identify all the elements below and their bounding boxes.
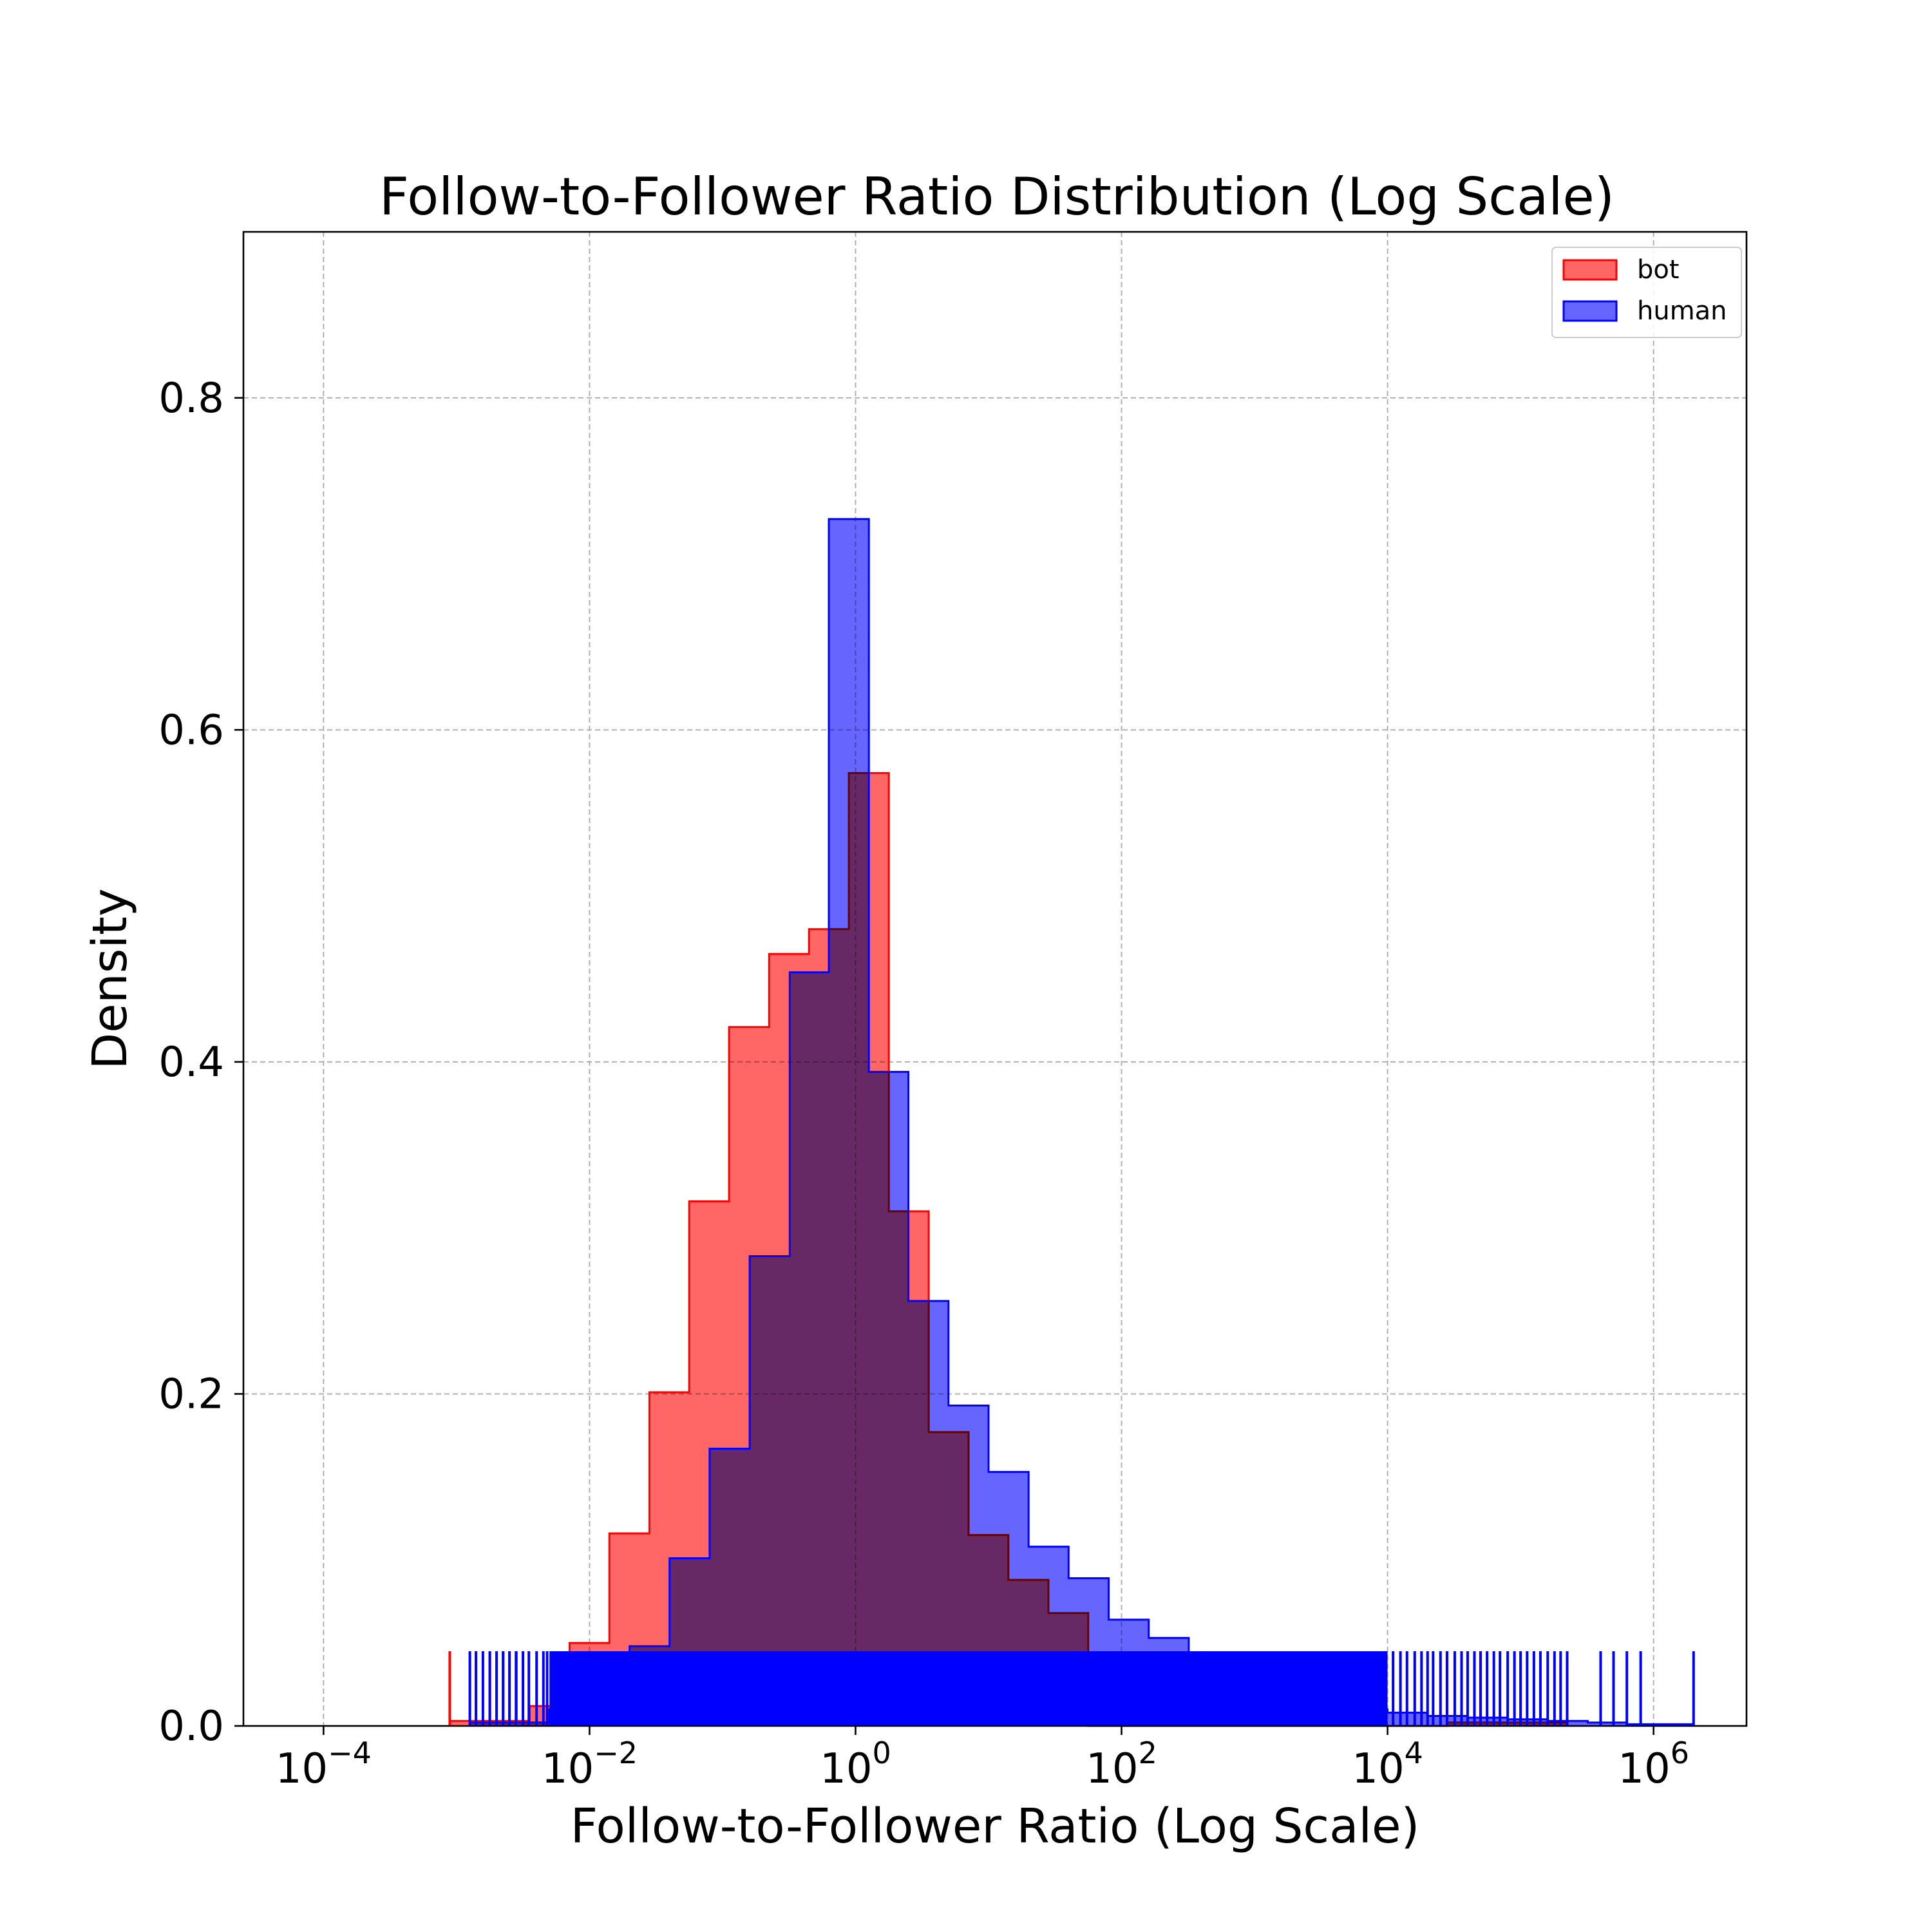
y-axis-ticks: 0.0 0.2 0.4 0.6 0.8 (158, 375, 243, 1750)
legend[interactable]: bot human (1551, 247, 1742, 338)
rug-plot (448, 1651, 1695, 1726)
y-axis-label: Density (82, 888, 138, 1069)
legend-label-human: human (1637, 296, 1727, 326)
x-tick-label: 102 (1086, 1736, 1157, 1793)
axes-frame (242, 231, 1748, 1727)
x-tick-label: 104 (1352, 1736, 1423, 1793)
x-tick-label: 10−4 (276, 1736, 372, 1793)
legend-swatch-bot (1562, 259, 1618, 281)
y-tick-label: 0.2 (158, 1370, 224, 1418)
legend-swatch-human (1562, 300, 1618, 322)
y-tick-label: 0.8 (158, 375, 224, 422)
x-axis-ticks: 10−4 10−2 100 102 104 106 (276, 1726, 1689, 1793)
x-tick-label: 106 (1618, 1736, 1689, 1793)
y-tick-label: 0.4 (158, 1039, 224, 1086)
legend-label-bot: bot (1637, 255, 1680, 285)
plot-area (242, 231, 1748, 1727)
x-axis-label: Follow-to-Follower Ratio (Log Scale) (571, 1799, 1420, 1854)
y-tick-label: 0.0 (158, 1703, 224, 1750)
human-histogram-fill (469, 519, 1694, 1726)
chart-title: Follow-to-Follower Ratio Distribution (L… (379, 167, 1615, 227)
x-tick-label: 100 (820, 1736, 891, 1793)
y-tick-label: 0.6 (158, 706, 224, 754)
human-rug-band (549, 1651, 1388, 1726)
x-tick-label: 10−2 (542, 1736, 638, 1793)
